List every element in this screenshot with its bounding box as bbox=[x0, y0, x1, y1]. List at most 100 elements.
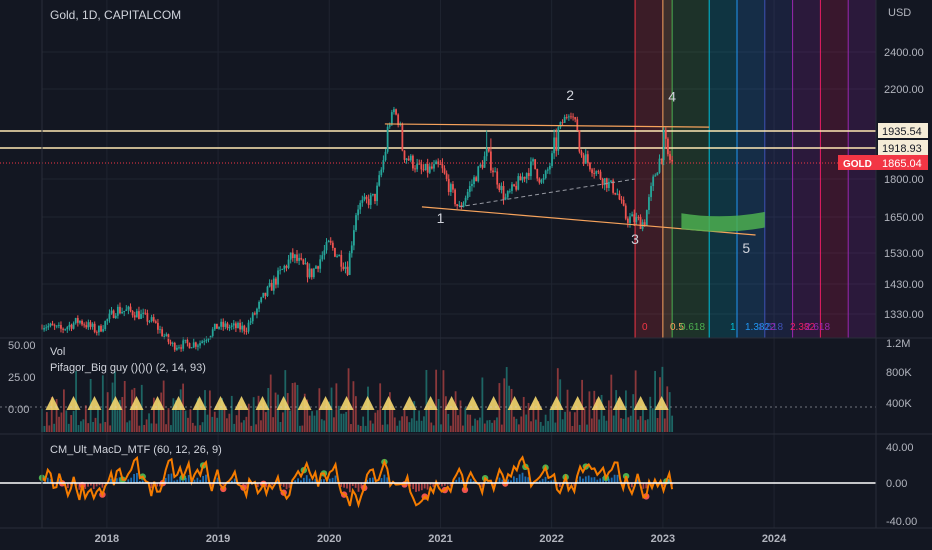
candle-body bbox=[624, 205, 627, 219]
volume-bar bbox=[206, 414, 209, 432]
macd-histogram-bar bbox=[461, 479, 463, 483]
volume-bar bbox=[72, 410, 75, 432]
candle-body bbox=[359, 202, 362, 210]
candle-body bbox=[308, 268, 311, 278]
candle-body bbox=[340, 254, 343, 267]
channel-dashed-line bbox=[458, 178, 636, 208]
candle-body bbox=[260, 297, 263, 302]
macd-histogram-bar bbox=[340, 483, 343, 487]
macd-histogram-bar bbox=[351, 483, 354, 486]
candle-body bbox=[264, 292, 267, 296]
volume-bar bbox=[189, 409, 192, 432]
candle-body bbox=[660, 158, 663, 161]
volume-bar bbox=[245, 416, 248, 432]
candle-body bbox=[188, 343, 191, 349]
macd-histogram-bar bbox=[544, 476, 547, 483]
volume-bar bbox=[505, 367, 508, 432]
time-tick-label: 2021 bbox=[428, 533, 452, 545]
macd-histogram-bar bbox=[582, 478, 584, 483]
candle-body bbox=[527, 173, 530, 177]
candle-body bbox=[74, 318, 77, 324]
fib-zone-band bbox=[635, 0, 663, 338]
fib-zone-label: 0.5 bbox=[670, 322, 684, 333]
candle-body bbox=[283, 265, 286, 270]
candle-body bbox=[582, 155, 585, 164]
candle-body bbox=[515, 185, 518, 190]
macd-histogram-bar bbox=[651, 483, 653, 485]
candle-body bbox=[45, 327, 48, 329]
volume-bar bbox=[97, 406, 99, 432]
volume-bar bbox=[213, 411, 216, 432]
volume-bar bbox=[384, 409, 386, 432]
volume-bar bbox=[649, 396, 652, 432]
candle-body bbox=[268, 282, 271, 287]
candle-body bbox=[245, 331, 248, 333]
volume-bar bbox=[104, 422, 107, 432]
candle-body bbox=[114, 315, 117, 319]
candle-body bbox=[253, 313, 256, 315]
candle-body bbox=[407, 158, 410, 161]
wave-label-1: 1 bbox=[437, 210, 445, 226]
candle-body bbox=[319, 259, 322, 269]
volume-bar bbox=[308, 415, 311, 432]
fib-zone-band bbox=[737, 0, 765, 338]
macd-histogram-bar bbox=[630, 483, 633, 488]
macd-histogram-bar bbox=[328, 478, 331, 483]
macd-histogram-bar bbox=[668, 479, 671, 483]
candle-body bbox=[517, 176, 520, 190]
volume-bar bbox=[123, 380, 126, 432]
candle-body bbox=[650, 186, 652, 198]
volume-bar bbox=[60, 412, 63, 432]
volume-bar bbox=[530, 421, 532, 432]
candle-body bbox=[310, 268, 313, 278]
signal-triangle bbox=[570, 396, 585, 410]
candle-body bbox=[532, 159, 534, 162]
candle-body bbox=[538, 178, 541, 183]
candle-body bbox=[578, 130, 581, 152]
macd-histogram-bar bbox=[553, 479, 556, 483]
signal-triangle bbox=[45, 396, 60, 410]
volume-bar bbox=[316, 410, 318, 432]
volume-bar bbox=[84, 405, 87, 432]
volume-bar bbox=[590, 418, 593, 432]
macd-histogram-bar bbox=[288, 483, 291, 488]
candle-body bbox=[511, 184, 513, 191]
volume-bar bbox=[498, 383, 501, 432]
signal-triangle bbox=[297, 396, 312, 410]
volume-label: Vol bbox=[50, 346, 65, 358]
candle-body bbox=[546, 169, 549, 171]
wave-label-2: 2 bbox=[566, 87, 574, 103]
macd-histogram-bar bbox=[141, 480, 144, 483]
macd-histogram-bar bbox=[115, 478, 118, 483]
volume-bar bbox=[566, 389, 569, 432]
candle-body bbox=[112, 310, 115, 319]
candle-body bbox=[192, 342, 195, 348]
candle-body bbox=[584, 154, 587, 164]
volume-bar bbox=[486, 420, 489, 432]
volume-bar bbox=[286, 393, 289, 432]
volume-bar bbox=[593, 390, 596, 432]
candle-body bbox=[230, 325, 233, 327]
candle-body bbox=[557, 127, 560, 151]
volume-bar bbox=[654, 370, 657, 432]
macd-histogram-bar bbox=[481, 483, 484, 487]
macd-histogram-bar bbox=[277, 480, 279, 483]
candle-body bbox=[597, 171, 600, 173]
candle-body bbox=[610, 180, 612, 182]
volume-bar bbox=[116, 410, 119, 432]
candle-body bbox=[648, 197, 650, 211]
target-zone-shape bbox=[681, 211, 765, 232]
macd-histogram-bar bbox=[636, 479, 639, 483]
volume-bar bbox=[121, 396, 124, 432]
macd-histogram-bar bbox=[538, 480, 541, 483]
candle-body bbox=[186, 339, 189, 344]
macd-histogram-bar bbox=[334, 475, 337, 483]
candle-body bbox=[671, 159, 674, 162]
volume-bar bbox=[642, 404, 644, 432]
candle-body bbox=[586, 154, 589, 163]
volume-bar bbox=[671, 415, 674, 432]
candle-body bbox=[95, 331, 98, 333]
candle-body bbox=[270, 282, 273, 291]
volume-bar bbox=[532, 403, 535, 432]
